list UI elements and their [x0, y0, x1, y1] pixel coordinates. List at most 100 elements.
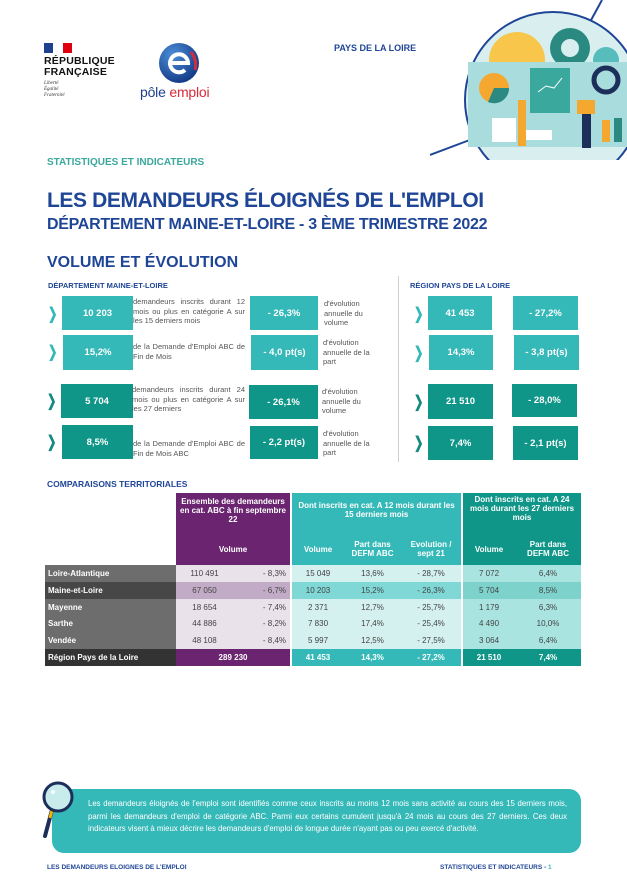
col-header-share: Part dans DEFM ABC	[515, 533, 582, 565]
region-name: PAYS DE LA LOIRE	[334, 43, 417, 53]
region-evolution: - 27,2%	[513, 296, 578, 330]
chevron-right-icon: ❯	[48, 344, 58, 361]
info-box: Les demandeurs éloignés de l'emploi sont…	[52, 789, 581, 853]
row-label: Loire-Atlantique	[45, 565, 176, 582]
republique-francaise-logo: RÉPUBLIQUE FRANÇAISE	[44, 55, 115, 78]
dept-value: 10 203	[62, 296, 133, 330]
cell: 44 886	[176, 615, 233, 632]
col-header-evolution: Evolution / sept 21	[401, 533, 462, 565]
cell: 15,2%	[344, 582, 402, 599]
cell: - 27,5%	[401, 632, 462, 649]
dept-evolution-description: d'évolution annuelle du volume	[322, 387, 361, 415]
cell: 18 654	[176, 599, 233, 616]
chevron-right-icon: ❯	[48, 306, 58, 323]
region-evolution: - 28,0%	[512, 384, 577, 417]
comparisons-table: Ensemble des demandeurs en cat. ABC à fi…	[45, 493, 582, 666]
dept-description: demandeurs inscrits durant 24 mois ou pl…	[132, 385, 245, 413]
dept-evolution: - 4,0 pt(s)	[251, 335, 318, 370]
dept-evolution-description: d'évolution annuelle de la part	[323, 338, 370, 366]
cell: 7,4%	[515, 648, 582, 666]
chevron-right-icon: ❯	[414, 435, 424, 452]
page-number: 1	[547, 864, 552, 871]
cell: 7 072	[463, 565, 516, 582]
group-header-abc: Ensemble des demandeurs en cat. ABC à fi…	[176, 493, 291, 533]
dept-value: 8,5%	[62, 425, 133, 459]
cell: - 27,2%	[401, 648, 462, 666]
col-header-volume: Volume	[463, 533, 516, 565]
region-label: RÉGION PAYS DE LA LOIRE	[410, 281, 511, 290]
row-label: Sarthe	[45, 615, 176, 632]
cell: 13,6%	[344, 565, 402, 582]
cell: 289 230	[176, 648, 291, 666]
cell: 1 179	[463, 599, 516, 616]
cell: 10,0%	[515, 615, 582, 632]
chevron-right-icon: ❯	[414, 394, 424, 411]
pole-emploi-logo-icon	[159, 43, 199, 83]
cell: - 6,7%	[233, 582, 291, 599]
cell: 21 510	[463, 648, 516, 666]
column-divider	[398, 276, 399, 462]
region-value: 21 510	[428, 384, 493, 419]
cell: 8,5%	[515, 582, 582, 599]
table-row: Vendée 48 108- 8,4% 5 997 12,5% - 27,5% 3 064…	[45, 632, 582, 649]
cell: 67 050	[176, 582, 233, 599]
col-header-volume: Volume	[176, 533, 291, 565]
cell: - 26,3%	[401, 582, 462, 599]
cell: 10 203	[292, 582, 345, 599]
cell: - 25,7%	[401, 599, 462, 616]
table-row: Loire-Atlantique 110 491- 8,3% 15 049 13,6%…	[45, 565, 582, 582]
cell: - 28,7%	[401, 565, 462, 582]
row-label: Vendée	[45, 632, 176, 649]
footer-left: LES DEMANDEURS ELOIGNES DE L'EMPLOI	[47, 864, 187, 871]
region-value: 41 453	[428, 296, 492, 330]
statistics-illustration	[430, 0, 627, 160]
footer-right: STATISTIQUES ET INDICATEURS - 1	[440, 864, 552, 871]
french-flag-logo	[44, 43, 72, 53]
page-subtitle: DÉPARTEMENT MAINE-ET-LOIRE - 3 ÈME TRIME…	[47, 216, 488, 233]
dept-evolution: - 2,2 pt(s)	[250, 426, 318, 459]
empty-corner	[45, 493, 176, 565]
magnifier-icon	[42, 781, 74, 838]
cell: - 8,4%	[233, 632, 291, 649]
cell: 4 490	[463, 615, 516, 632]
cell: 2 371	[292, 599, 345, 616]
cell: 12,5%	[344, 632, 402, 649]
dept-description: de la Demande d'Emploi ABC de Fin de Moi…	[133, 342, 245, 361]
row-label: Région Pays de la Loire	[45, 648, 176, 666]
cell: 12,7%	[344, 599, 402, 616]
col-header-share: Part dans DEFM ABC	[344, 533, 402, 565]
cell: - 25,4%	[401, 615, 462, 632]
dept-evolution: - 26,3%	[250, 296, 318, 330]
volume-heading: VOLUME ET ÉVOLUTION	[47, 254, 239, 271]
dept-evolution-description: d'évolution annuelle du volume	[324, 299, 363, 327]
chevron-right-icon: ❯	[47, 434, 57, 451]
dept-value: 5 704	[61, 384, 133, 418]
dept-evolution-description: d'évolution annuelle de la part	[323, 429, 370, 457]
section-label: STATISTIQUES ET INDICATEURS	[47, 157, 205, 168]
cell: - 7,4%	[233, 599, 291, 616]
cell: 17,4%	[344, 615, 402, 632]
pole-emploi-wordmark: pôle emploi	[140, 84, 210, 100]
comparisons-heading: COMPARAISONS TERRITORIALES	[47, 479, 188, 489]
dept-description: demandeurs inscrits durant 12 mois ou pl…	[133, 297, 245, 325]
table-total-row: Région Pays de la Loire 289 230 41 453 1…	[45, 648, 582, 666]
chevron-right-icon: ❯	[47, 393, 57, 410]
cell: 41 453	[292, 648, 345, 666]
dept-evolution: - 26,1%	[249, 385, 318, 419]
republique-motto: Liberté Égalité Fraternité	[44, 81, 65, 98]
row-label: Maine-et-Loire	[45, 582, 176, 599]
cell: 7 830	[292, 615, 345, 632]
cell: 5 997	[292, 632, 345, 649]
cell: 5 704	[463, 582, 516, 599]
group-header-12-months: Dont inscrits en cat. A 12 mois durant l…	[292, 493, 462, 533]
cell: 6,4%	[515, 565, 582, 582]
cell: 14,3%	[344, 648, 402, 666]
table-row: Sarthe 44 886- 8,2% 7 830 17,4% - 25,4% 4 490…	[45, 615, 582, 632]
region-evolution: - 3,8 pt(s)	[514, 335, 579, 370]
table-row: Maine-et-Loire 67 050- 6,7% 10 203 15,2% - 2…	[45, 582, 582, 599]
region-value: 14,3%	[429, 335, 493, 370]
group-header-24-months: Dont inscrits en cat. A 24 mois durant l…	[463, 493, 582, 533]
col-header-volume: Volume	[292, 533, 345, 565]
region-evolution: - 2,1 pt(s)	[513, 426, 578, 460]
department-label: DÉPARTEMENT MAINE-ET-LOIRE	[48, 281, 168, 290]
